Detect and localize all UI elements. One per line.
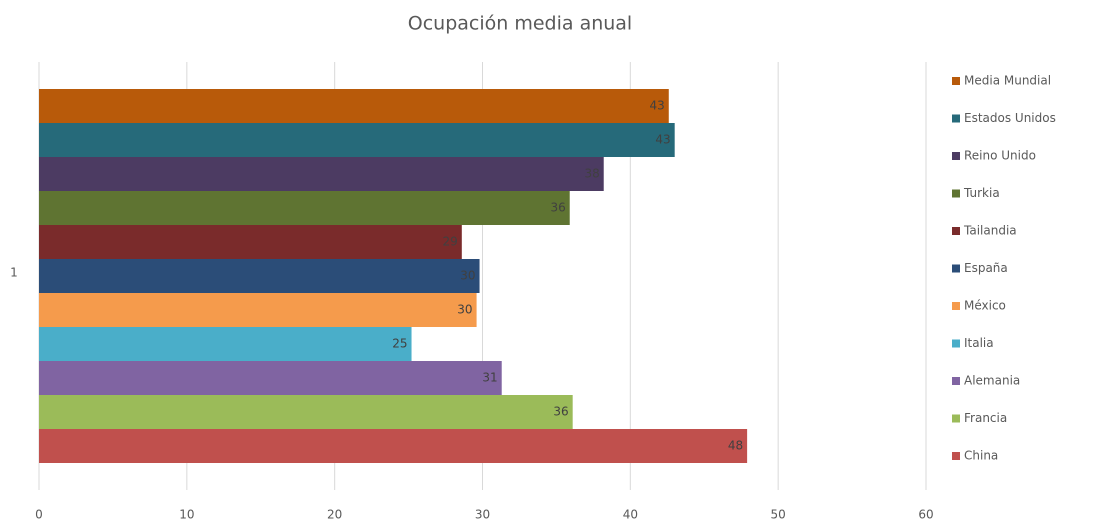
value-label: 31 bbox=[482, 371, 497, 385]
value-label: 30 bbox=[457, 303, 472, 317]
legend-swatch bbox=[952, 452, 960, 460]
legend-swatch bbox=[952, 339, 960, 348]
legend-swatch bbox=[952, 377, 960, 385]
value-label: 43 bbox=[649, 99, 664, 113]
value-label: 36 bbox=[553, 405, 568, 419]
legend-label: Tailandia bbox=[963, 224, 1017, 238]
x-tick-label: 20 bbox=[327, 508, 342, 522]
bar bbox=[39, 395, 573, 429]
value-label: 29 bbox=[443, 235, 458, 249]
bar bbox=[39, 429, 748, 463]
x-tick-label: 40 bbox=[623, 508, 638, 522]
legend-label: Francia bbox=[964, 411, 1007, 425]
bar bbox=[39, 89, 669, 123]
legend-swatch bbox=[952, 302, 960, 310]
value-label: 36 bbox=[550, 201, 565, 215]
legend-swatch bbox=[952, 114, 960, 123]
legend-swatch bbox=[952, 264, 960, 273]
bar bbox=[39, 123, 675, 157]
bar bbox=[39, 293, 477, 327]
legend-label: Alemania bbox=[964, 374, 1020, 388]
legend-swatch bbox=[952, 189, 960, 198]
legend-label: Media Mundial bbox=[964, 74, 1051, 88]
legend-swatch bbox=[952, 227, 960, 235]
x-tick-label: 10 bbox=[179, 508, 194, 522]
x-tick-label: 0 bbox=[35, 508, 43, 522]
x-tick-label: 50 bbox=[771, 508, 786, 522]
bar bbox=[39, 225, 462, 259]
legend-swatch bbox=[952, 77, 960, 85]
legend-label: Estados Unidos bbox=[964, 111, 1056, 125]
legend-label: México bbox=[964, 299, 1006, 313]
bar bbox=[39, 259, 480, 293]
chart-title: Ocupación media anual bbox=[408, 13, 632, 35]
bar bbox=[39, 191, 570, 225]
bar bbox=[39, 327, 412, 361]
y-tick-label: 1 bbox=[10, 266, 18, 280]
legend-label: Turkia bbox=[963, 186, 1000, 200]
legend-label: Italia bbox=[964, 336, 994, 350]
legend-swatch bbox=[952, 152, 960, 160]
value-label: 25 bbox=[392, 337, 407, 351]
bar bbox=[39, 157, 604, 191]
legend-label: China bbox=[964, 449, 998, 463]
value-label: 48 bbox=[728, 439, 743, 453]
x-tick-label: 30 bbox=[475, 508, 490, 522]
legend-swatch bbox=[952, 414, 960, 423]
legend-label: Reino Unido bbox=[964, 149, 1036, 163]
bar bbox=[39, 361, 502, 395]
legend-label: España bbox=[964, 261, 1008, 275]
value-label: 30 bbox=[460, 269, 475, 283]
x-tick-label: 60 bbox=[918, 508, 933, 522]
value-label: 38 bbox=[584, 167, 599, 181]
value-label: 43 bbox=[655, 133, 670, 147]
